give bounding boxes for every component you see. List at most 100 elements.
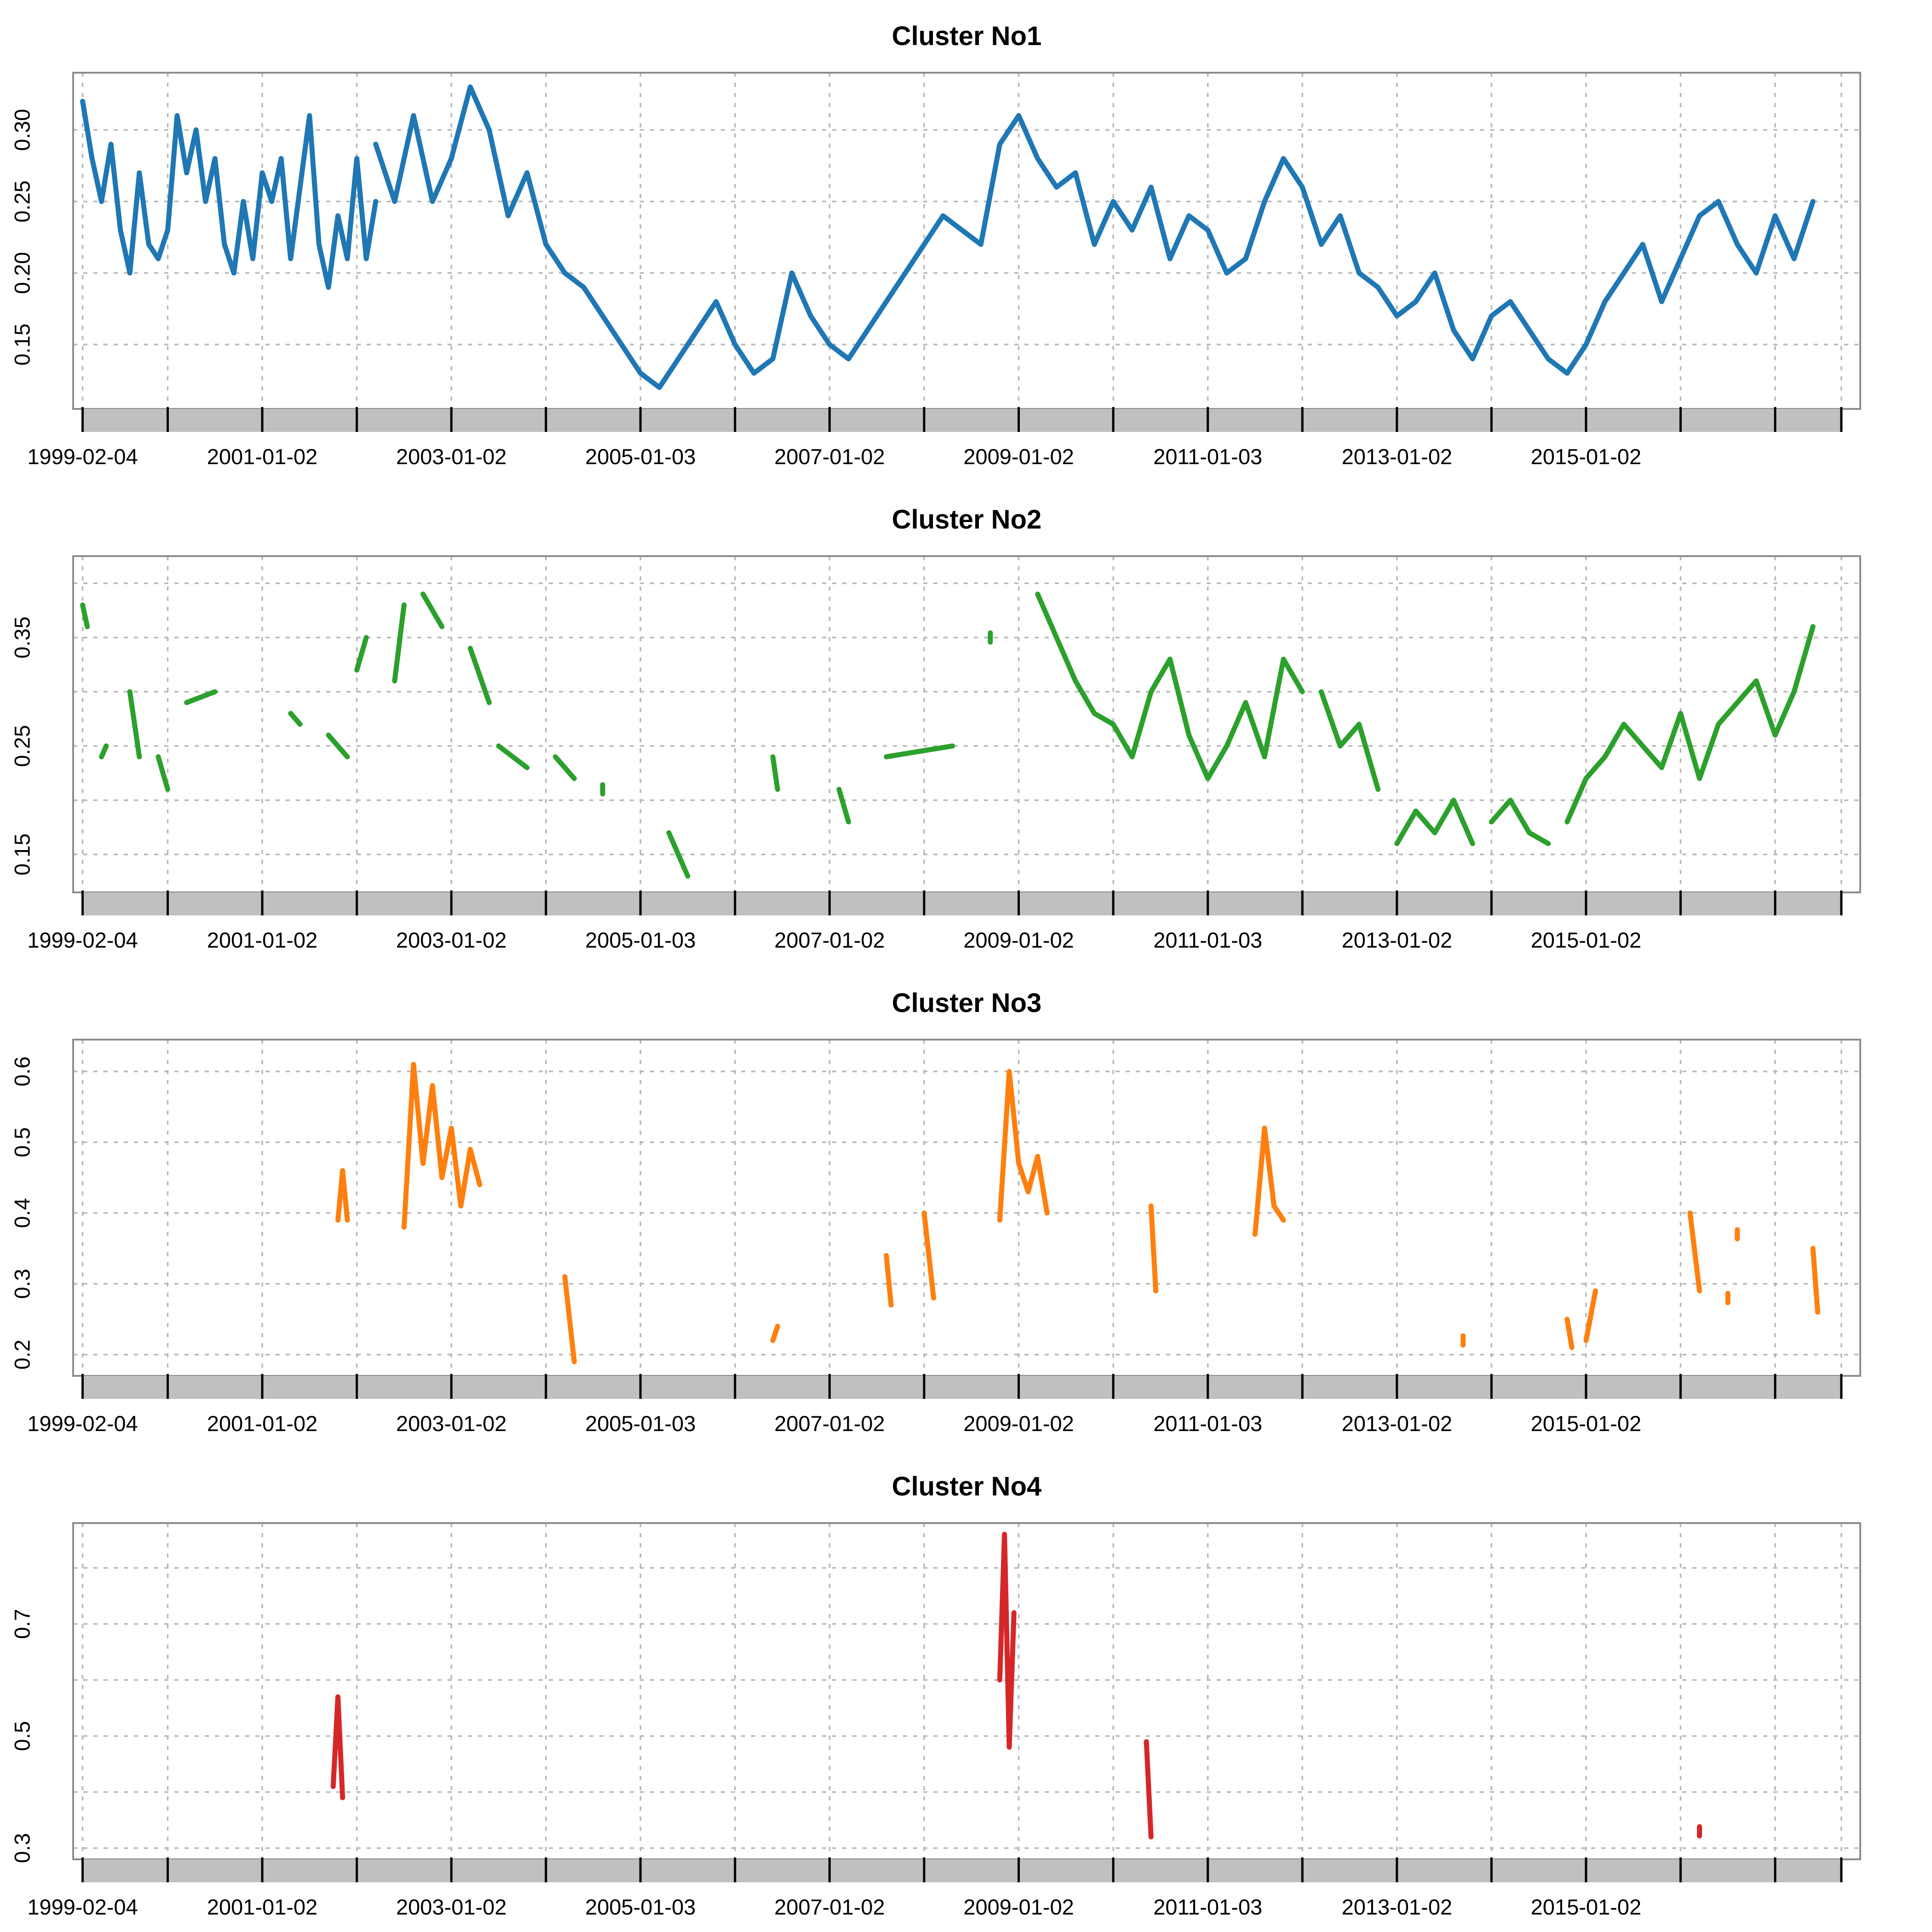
series-segment <box>770 1323 780 1343</box>
plot-frame <box>72 1522 1861 1860</box>
x-axis-year-band <box>82 1859 1841 1882</box>
series-segment <box>1394 798 1475 846</box>
x-tick-label: 2003-01-02 <box>396 444 506 469</box>
series-segment <box>184 689 218 705</box>
series-segment <box>1252 1125 1286 1237</box>
y-tick-label: 0.2 <box>10 1340 34 1369</box>
x-tick-label: 2015-01-02 <box>1531 1411 1641 1436</box>
y-tick-label: 0.35 <box>10 616 34 658</box>
y-tick-label: 0.20 <box>10 252 34 294</box>
x-tick-label: 2005-01-03 <box>585 444 696 469</box>
x-tick-label: 2011-01-03 <box>1153 928 1262 952</box>
series-segment <box>373 84 1816 390</box>
series-segment <box>354 635 369 673</box>
series-segment <box>1489 798 1551 846</box>
series-segment <box>884 1253 894 1308</box>
x-tick-label: 2001-01-02 <box>207 928 317 952</box>
series-segment <box>80 602 90 629</box>
series-segment <box>99 743 109 759</box>
series-segment <box>1148 1203 1159 1294</box>
plot-frame <box>72 555 1861 893</box>
x-tick-label: 1999-02-04 <box>27 444 138 469</box>
series-segment <box>1583 1288 1598 1343</box>
x-tick-label: 2007-01-02 <box>774 1895 885 1919</box>
y-tick-label: 0.25 <box>10 180 34 222</box>
x-tick-label: 2015-01-02 <box>1531 1895 1641 1919</box>
x-tick-label: 1999-02-04 <box>27 1411 138 1436</box>
chart-panel-1: Cluster No1 1999-02-04 2001-01-02 2003-01-0… <box>10 21 1861 469</box>
x-axis-year-band <box>82 892 1841 915</box>
series-segment <box>330 1694 345 1800</box>
y-tick-label: 0.3 <box>10 1269 34 1299</box>
x-axis-year-band <box>82 409 1841 432</box>
x-tick-label: 2009-01-02 <box>963 444 1074 469</box>
x-tick-label: 2009-01-02 <box>963 928 1074 952</box>
x-tick-label: 2015-01-02 <box>1531 928 1641 952</box>
x-tick-label: 2005-01-03 <box>585 1895 696 1919</box>
series-segment <box>921 1210 937 1301</box>
x-tick-label: 2001-01-02 <box>207 444 317 469</box>
series-segment <box>1144 1739 1154 1840</box>
y-tick-label: 0.25 <box>10 725 34 767</box>
x-tick-label: 2011-01-03 <box>1153 444 1262 469</box>
y-tick-label: 0.6 <box>10 1057 34 1087</box>
x-tick-label: 2015-01-02 <box>1531 444 1641 469</box>
x-axis-year-band <box>82 1376 1841 1399</box>
series-segment <box>1318 689 1381 792</box>
series-segment <box>127 689 142 759</box>
series-segment <box>1035 592 1305 781</box>
y-tick-label: 0.5 <box>10 1721 34 1751</box>
series-segment <box>884 743 955 759</box>
x-tick-label: 2001-01-02 <box>207 1411 317 1436</box>
chart-panel-3: Cluster No3 1999-02-04 2001-01-02 2003-01-0… <box>10 988 1861 1436</box>
x-tick-label: 2003-01-02 <box>396 1411 506 1436</box>
chart-title: Cluster No4 <box>892 1472 1042 1501</box>
y-tick-label: 0.3 <box>10 1833 34 1863</box>
x-tick-label: 2009-01-02 <box>963 1411 1074 1436</box>
series-segment <box>666 830 690 879</box>
x-tick-label: 1999-02-04 <box>27 1895 138 1919</box>
series-segment <box>392 602 407 684</box>
chart-title: Cluster No3 <box>892 988 1042 1018</box>
series-segment <box>155 754 171 792</box>
series-segment <box>467 645 492 705</box>
series-segment <box>1564 1317 1575 1350</box>
chart-panel-4: Cluster No4 1999-02-04 2001-01-02 2003-01-0… <box>10 1472 1861 1919</box>
y-tick-label: 0.7 <box>10 1609 34 1639</box>
chart-panel-2: Cluster No2 1999-02-04 2001-01-02 2003-01-0… <box>10 505 1861 952</box>
y-tick-label: 0.5 <box>10 1127 34 1157</box>
y-tick-label: 0.15 <box>10 834 34 875</box>
series-segment <box>496 743 530 770</box>
series-segment <box>562 1274 577 1364</box>
y-tick-label: 0.15 <box>10 323 34 365</box>
chart-title: Cluster No2 <box>892 505 1042 535</box>
series-segment <box>326 732 350 759</box>
series-segment <box>1564 624 1816 825</box>
x-tick-label: 2003-01-02 <box>396 928 506 952</box>
x-tick-label: 2011-01-03 <box>1153 1895 1262 1919</box>
x-tick-label: 2007-01-02 <box>774 1411 885 1436</box>
x-tick-label: 2013-01-02 <box>1342 1411 1452 1436</box>
x-tick-label: 1999-02-04 <box>27 928 138 952</box>
x-tick-label: 2003-01-02 <box>396 1895 506 1919</box>
x-tick-label: 2001-01-02 <box>207 1895 317 1919</box>
series-segment <box>420 592 445 629</box>
series-segment <box>1687 1210 1702 1294</box>
series-segment <box>401 1062 483 1230</box>
x-tick-label: 2013-01-02 <box>1342 1895 1452 1919</box>
chart-title: Cluster No1 <box>892 21 1042 51</box>
x-tick-label: 2007-01-02 <box>774 444 885 469</box>
series-segment <box>997 1069 1050 1223</box>
y-tick-label: 0.30 <box>10 109 34 151</box>
series-segment <box>80 98 379 290</box>
series-segment <box>770 754 780 792</box>
series-segment <box>836 787 851 825</box>
series-segment <box>552 754 577 781</box>
y-tick-label: 0.4 <box>10 1198 34 1228</box>
x-tick-label: 2005-01-03 <box>585 1411 696 1436</box>
x-tick-label: 2005-01-03 <box>585 928 696 952</box>
x-tick-label: 2013-01-02 <box>1342 928 1452 952</box>
series-segment <box>335 1168 350 1223</box>
x-tick-label: 2011-01-03 <box>1153 1411 1262 1436</box>
